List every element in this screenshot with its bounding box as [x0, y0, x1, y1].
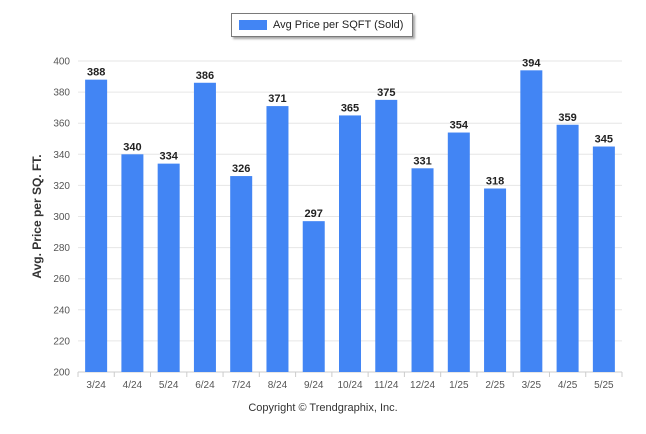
bar: [556, 124, 579, 372]
data-label: 334: [159, 151, 178, 163]
copyright-credit: Copyright © Trendgraphix, Inc.: [248, 402, 398, 414]
x-tick-label: 6/24: [195, 380, 215, 391]
data-label: 326: [232, 163, 250, 175]
x-tick-label: 5/24: [159, 380, 179, 391]
y-tick-label: 300: [53, 212, 70, 223]
data-label: 388: [87, 67, 105, 79]
legend-label: Avg Price per SQFT (Sold): [273, 19, 404, 31]
y-tick-label: 260: [53, 274, 70, 285]
x-tick-label: 10/24: [337, 380, 362, 391]
y-tick-label: 280: [53, 243, 70, 254]
x-tick-label: 4/25: [558, 380, 578, 391]
data-label: 340: [123, 141, 141, 153]
data-label: 297: [305, 208, 323, 220]
bar: [592, 146, 615, 372]
bar: [447, 132, 470, 372]
bar: [339, 115, 361, 373]
data-label: 359: [558, 112, 576, 124]
bar: [85, 79, 108, 372]
x-tick-label: 3/24: [86, 380, 106, 391]
data-label: 354: [450, 120, 469, 132]
bar: [157, 163, 180, 372]
bar: [193, 82, 216, 373]
data-label: 371: [268, 93, 286, 105]
data-label: 375: [377, 87, 395, 99]
bar: [520, 70, 543, 372]
data-label: 331: [413, 155, 431, 167]
y-tick-label: 200: [53, 368, 70, 379]
y-tick-label: 220: [53, 336, 70, 347]
bar: [230, 176, 253, 372]
x-tick-label: 3/25: [522, 380, 542, 391]
bar: [121, 154, 144, 372]
data-label: 394: [522, 57, 541, 69]
bar: [302, 221, 325, 372]
y-axis-title: Avg. Price per SQ. FT.: [30, 154, 44, 278]
x-tick-label: 7/24: [231, 380, 251, 391]
x-tick-label: 12/24: [410, 380, 435, 391]
y-tick-label: 380: [53, 88, 70, 99]
y-tick-label: 240: [53, 305, 70, 316]
bar: [266, 106, 289, 372]
x-tick-label: 1/25: [449, 380, 469, 391]
x-tick-label: 2/25: [485, 380, 505, 391]
bar: [375, 99, 398, 372]
bar: [411, 168, 434, 372]
legend-swatch: [239, 20, 267, 30]
x-tick-label: 11/24: [374, 380, 399, 391]
data-label: 365: [341, 102, 359, 114]
x-tick-label: 5/25: [594, 380, 614, 391]
y-tick-label: 320: [53, 181, 70, 192]
data-label: 386: [196, 70, 214, 82]
data-label: 345: [595, 134, 613, 146]
x-tick-label: 4/24: [123, 380, 143, 391]
legend: Avg Price per SQFT (Sold): [231, 13, 413, 37]
y-tick-label: 340: [53, 150, 70, 161]
y-tick-label: 400: [53, 57, 70, 68]
data-label: 318: [486, 176, 504, 188]
x-tick-label: 8/24: [268, 380, 288, 391]
bar: [484, 188, 507, 372]
y-tick-label: 360: [53, 119, 70, 130]
x-tick-label: 9/24: [304, 380, 324, 391]
